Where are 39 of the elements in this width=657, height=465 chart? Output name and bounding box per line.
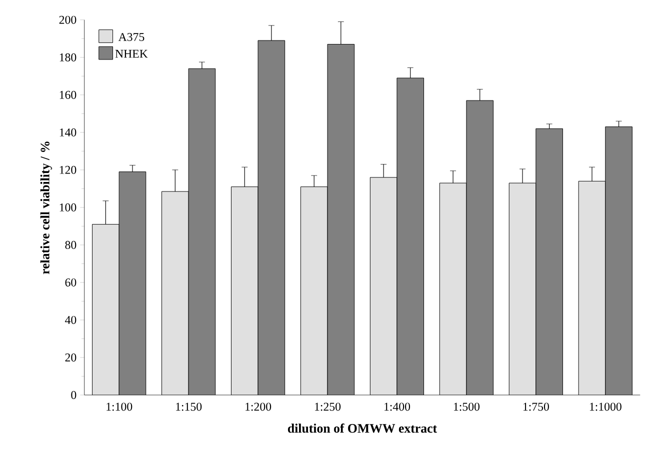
bar — [509, 182, 536, 395]
bar — [440, 182, 466, 395]
bar — [578, 180, 606, 395]
y-tick-label: 40 — [65, 316, 76, 324]
x-tick-label: 1:750 — [523, 402, 549, 411]
y-tick-label: 0 — [71, 390, 76, 399]
bar — [396, 78, 424, 395]
bar — [536, 128, 563, 395]
x-tick-label: 1:1000 — [590, 402, 622, 411]
y-tick-label: 100 — [60, 203, 76, 212]
bar — [258, 40, 285, 395]
x-tick-label: 1:500 — [454, 402, 480, 411]
x-tick-label: 1:250 — [315, 402, 341, 411]
y-tick-label: 140 — [60, 128, 76, 136]
bar — [162, 191, 189, 395]
bar — [300, 186, 328, 395]
y-tick-label: 80 — [65, 240, 76, 249]
y-tick-label: 20 — [65, 353, 76, 362]
x-tick-label: 1:150 — [176, 402, 202, 411]
x-tick-label: 1:400 — [384, 402, 410, 411]
y-tick-label: 120 — [60, 166, 76, 174]
bar — [466, 100, 494, 395]
bar — [231, 186, 258, 395]
bar — [119, 172, 146, 395]
bar — [605, 126, 632, 395]
legend-label: A375 — [118, 32, 144, 41]
bar — [370, 177, 397, 395]
x-axis-title: dilution of OMWW extract — [288, 423, 437, 433]
y-tick-label: 160 — [60, 90, 76, 99]
y-tick-label: 60 — [65, 278, 76, 286]
y-axis-title: relative cell viability / % — [40, 141, 52, 274]
bar — [188, 68, 216, 395]
bar — [92, 224, 120, 395]
y-tick-label: 180 — [60, 53, 76, 62]
y-tick-label: 200 — [59, 16, 76, 24]
bar — [328, 44, 354, 395]
x-tick-label: 1:200 — [246, 402, 272, 411]
legend-label: NHEK — [115, 50, 148, 58]
x-tick-label: 1:100 — [106, 402, 132, 411]
